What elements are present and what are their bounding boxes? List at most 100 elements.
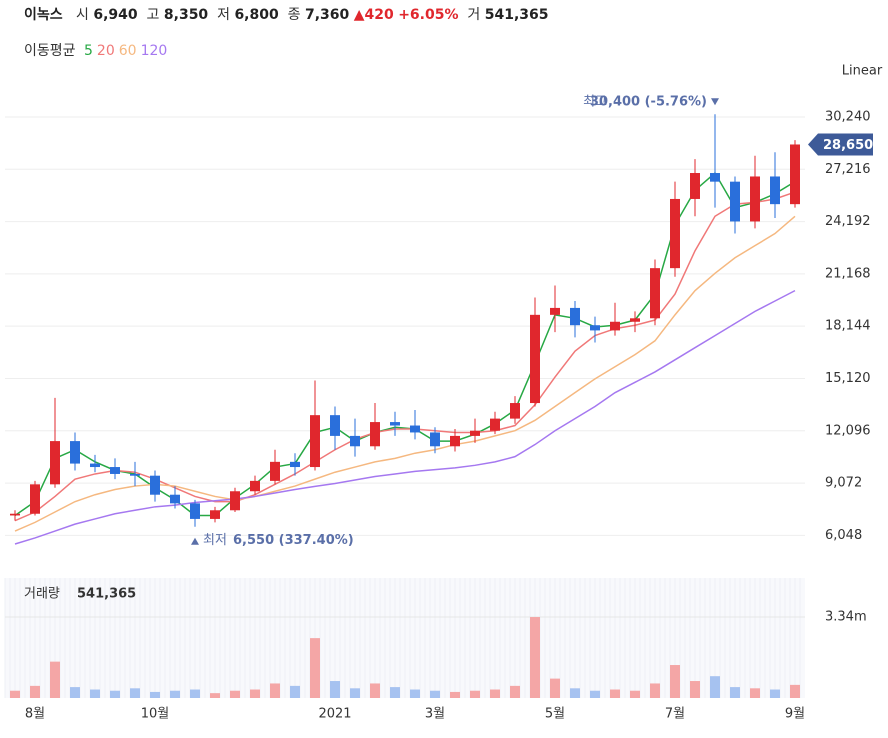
annotation-value: 6,550 (337.40%) [233,533,354,548]
candle-body [150,475,160,495]
candle-body [290,461,300,468]
candle-body [70,441,80,464]
value: 541,365 [484,7,549,23]
y-tick-label: 27,216 [825,162,871,177]
candle-body [370,422,380,447]
x-tick-label: 7월 [665,707,685,722]
volume-bar [430,690,440,698]
candle-body [550,307,560,315]
volume-bar [330,681,340,698]
candle-body [210,510,220,519]
volume-bar [490,689,500,698]
price-tag-label: 28,650 [823,138,873,153]
x-tick-label: 10월 [141,707,170,722]
candle-body [50,441,60,485]
candle-body [310,415,320,468]
volume-bar [370,683,380,698]
volume-bar [630,690,640,698]
legend-entry: 20 [96,43,115,59]
y-tick-label: 21,168 [825,266,871,281]
candle-body [10,513,20,516]
y-tick-label: 24,192 [825,214,871,229]
label: 저 [217,7,230,23]
candle-body [250,480,260,492]
volume-bar [470,690,480,698]
candle-body [110,467,120,474]
x-tick-label: 9월 [785,707,805,722]
candle-body [630,318,640,322]
candle-body [450,435,460,447]
volume-bar [290,685,300,698]
volume-bar [30,685,40,698]
volume-bar [250,689,260,698]
candle-body [270,461,280,481]
annotation-value: 30,400 (-5.76%) [590,95,707,110]
volume-bar [410,689,420,698]
candle-body [490,418,500,431]
legend-entry: 60 [118,43,137,59]
candle-body [350,435,360,447]
candle-body [710,173,720,182]
volume-bar [530,617,540,698]
price-tag [808,133,873,156]
candle-body [790,144,800,205]
volume-bar [570,688,580,698]
volume-bar [270,683,280,698]
volume-bar [50,661,60,698]
candle-body [410,425,420,433]
volume-bar [310,638,320,698]
volume-bar [150,691,160,698]
volume-bar [730,687,740,698]
volume-bar [90,689,100,698]
change-pct: +6.05% [398,7,459,23]
candle-body [90,463,100,468]
legend-entry: 120 [140,43,168,59]
volume-bar [350,688,360,698]
candle-body [510,403,520,419]
candle-body [570,307,580,326]
candle-body [750,176,760,222]
candle-body [670,198,680,269]
annotation-arrow [191,537,199,545]
candle-body [610,321,620,331]
volume-bar [130,688,140,698]
y-tick-label: 15,120 [825,371,871,386]
ma-line [14,171,796,517]
volume-bar [190,689,200,698]
volume-bar [790,684,800,698]
y-tick-label: 30,240 [825,109,871,124]
volume-bar [690,681,700,698]
candle-body [470,430,480,436]
candle-body [130,473,140,476]
scale-label: Linear [842,64,883,79]
volume-bar [170,690,180,698]
volume-bar [110,690,120,698]
label: 시 [76,7,89,23]
volume-bar [510,685,520,698]
volume-bar [750,688,760,698]
candle-body [170,494,180,504]
volume-bar [770,689,780,698]
quote-header: 이녹스 시 6,940 고 8,350 저 6,800 종 7,360 ▲420… [24,4,549,24]
ma-legend: 이동평균 5 20 60 120 [24,40,167,60]
legend-entry: 5 [83,43,93,59]
ma-line [14,215,796,532]
candle-body [590,325,600,331]
x-tick-label: 2021 [318,707,351,722]
value: 7,360 [304,7,350,23]
volume-bar [650,683,660,698]
y-tick-label: 18,144 [825,319,871,334]
label: 고 [146,7,160,23]
y-tick-label: 9,072 [825,476,862,491]
y-tick-label: 12,096 [825,423,871,438]
candle-body [330,415,340,436]
legend-title: 이동평균 [24,43,76,59]
candle-body [530,314,540,404]
volume-bar [610,689,620,698]
annotation-arrow [711,98,719,106]
candle-body [390,422,400,426]
volume-bar [710,676,720,698]
candle-body [30,484,40,514]
ma-line [14,289,796,545]
